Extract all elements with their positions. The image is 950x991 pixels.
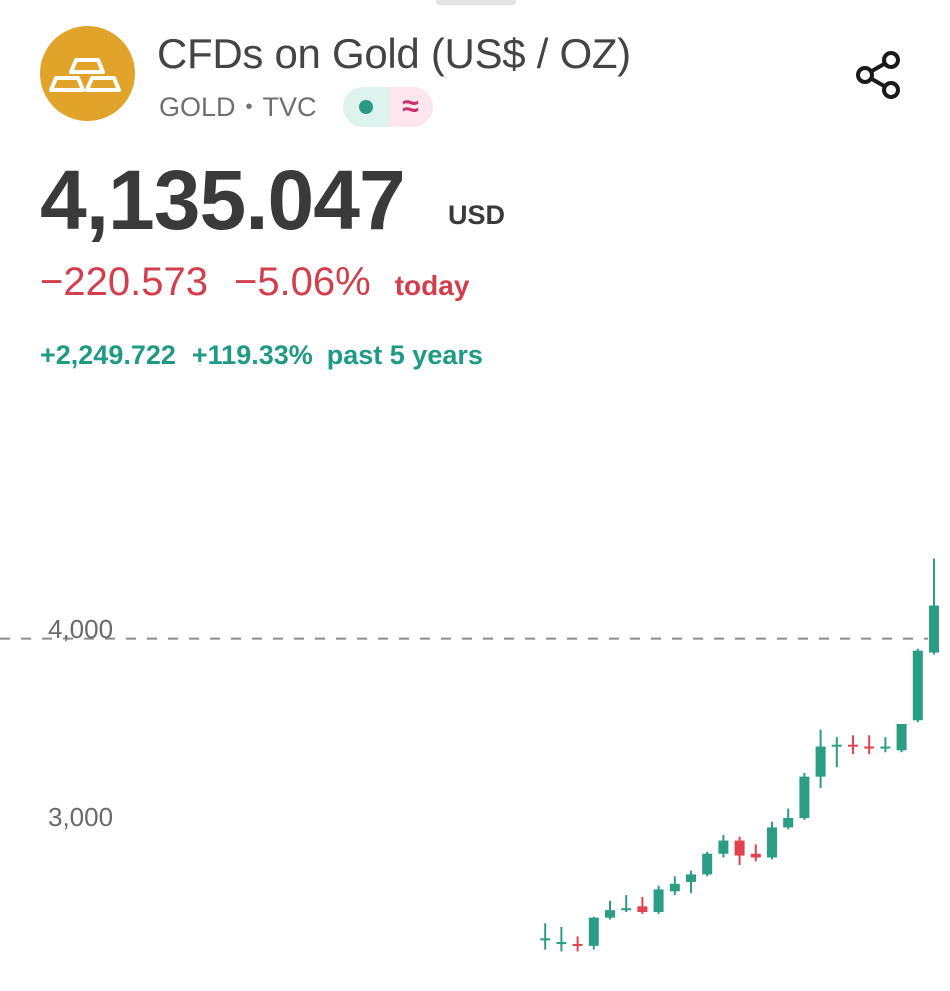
y-tick-label-4000: 4,000 — [48, 614, 114, 644]
status-dot-icon — [358, 100, 373, 114]
candle-body — [783, 818, 794, 828]
separator-dot: • — [245, 95, 253, 118]
candle-body — [767, 827, 777, 858]
change-period: today — [394, 270, 470, 301]
drag-handle[interactable] — [436, 0, 516, 5]
candle — [540, 923, 551, 950]
current-price: 4,135.047 — [40, 153, 406, 247]
candle — [718, 834, 729, 858]
candle-body — [718, 840, 729, 854]
candle-body — [912, 650, 923, 721]
candle-body — [556, 942, 567, 945]
candle-body — [864, 746, 875, 749]
candle — [912, 648, 923, 723]
share-button[interactable] — [852, 48, 906, 102]
candle-body — [815, 746, 826, 777]
price-chart[interactable]: 4,000 3,000 — [0, 540, 950, 986]
performance-absolute: +2,249.722 — [40, 340, 176, 370]
candle — [767, 821, 777, 860]
daily-change: −220.573 −5.06% today — [40, 260, 469, 305]
candle — [864, 735, 875, 755]
candle — [831, 737, 842, 768]
status-badges[interactable]: ≈ — [342, 87, 433, 127]
performance-percent: +119.33% — [191, 340, 313, 370]
candle — [799, 772, 810, 820]
candle-body — [880, 746, 891, 749]
gold-bars-icon — [40, 26, 135, 121]
market-status-badge[interactable] — [342, 87, 389, 127]
candle — [686, 870, 696, 894]
candle — [605, 900, 615, 920]
candle-body — [605, 910, 615, 918]
candle-body — [540, 938, 551, 941]
symbol-row: GOLD • TVC ≈ — [159, 86, 433, 128]
candlestick-chart[interactable] — [0, 540, 950, 986]
candle-body — [750, 853, 761, 858]
symbol-label: GOLD — [159, 91, 236, 122]
candle — [637, 896, 648, 914]
candle — [848, 735, 858, 755]
candle-body — [588, 917, 599, 946]
candle — [750, 844, 761, 862]
exchange-label[interactable]: TVC — [262, 91, 317, 122]
candle — [588, 916, 599, 950]
candle-body — [734, 840, 745, 856]
candle — [783, 808, 794, 830]
candle — [734, 836, 745, 865]
candle — [621, 895, 632, 912]
currency-label: USD — [448, 200, 506, 230]
candle — [896, 724, 907, 753]
candle-body — [653, 889, 664, 912]
performance-row[interactable]: +2,249.722 +119.33% past 5 years — [40, 340, 483, 371]
candle-body — [848, 744, 858, 747]
candle — [556, 927, 567, 952]
candle — [702, 851, 713, 877]
share-icon — [856, 51, 900, 99]
page-title: CFDs on Gold (US$ / OZ) — [157, 30, 631, 77]
change-percent: −5.06% — [233, 260, 371, 304]
candle-body — [637, 906, 648, 912]
candle-body — [621, 908, 632, 911]
candle — [653, 885, 664, 914]
candle — [815, 729, 826, 788]
candle-body — [669, 883, 680, 892]
candle-body — [831, 744, 842, 747]
delayed-data-badge[interactable]: ≈ — [388, 87, 433, 127]
candle — [929, 558, 939, 655]
candle-body — [702, 853, 713, 875]
candle — [669, 876, 680, 896]
candle-body — [572, 943, 583, 946]
y-tick-label-3000: 3,000 — [48, 802, 114, 832]
candle-body — [929, 605, 939, 653]
candle-body — [799, 776, 810, 818]
candle — [880, 737, 891, 753]
candle — [572, 936, 583, 952]
candle-body — [896, 724, 907, 751]
change-absolute: −220.573 — [40, 260, 208, 304]
candle-body — [686, 874, 696, 882]
performance-period: past 5 years — [326, 340, 483, 370]
